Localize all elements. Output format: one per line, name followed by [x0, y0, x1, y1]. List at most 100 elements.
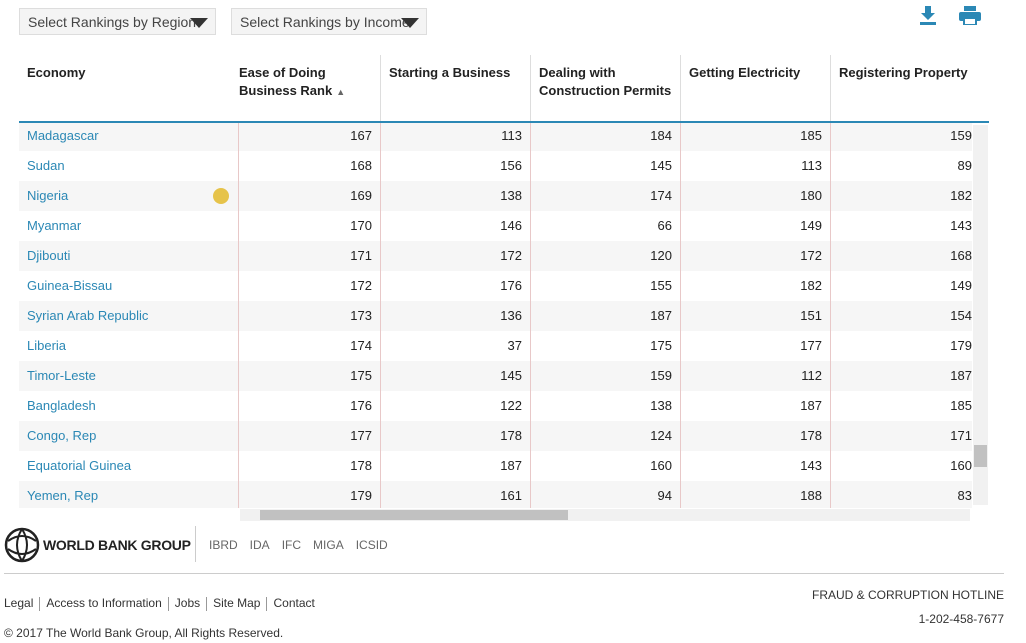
- rank-value: 113: [381, 121, 531, 151]
- rank-value: 37: [381, 331, 531, 361]
- economy-link[interactable]: Liberia: [19, 331, 239, 361]
- rank-value: 138: [531, 391, 681, 421]
- rank-value: 187: [531, 301, 681, 331]
- header-divider: [19, 121, 989, 123]
- rank-value: 187: [381, 451, 531, 481]
- table-row: Yemen, Rep 179 161 94 188 83: [19, 481, 972, 508]
- column-header[interactable]: Registering Property: [831, 55, 972, 122]
- institution-link[interactable]: MIGA: [313, 538, 344, 552]
- h-scrollbar[interactable]: [240, 509, 970, 521]
- rank-value: 176: [239, 391, 381, 421]
- rank-value: 145: [531, 151, 681, 181]
- economy-link[interactable]: Bangladesh: [19, 391, 239, 421]
- institution-link[interactable]: IBRD: [209, 538, 238, 552]
- column-header[interactable]: Dealing with Construction Permits: [531, 55, 681, 122]
- rank-value: 161: [381, 481, 531, 508]
- table-row: Liberia 174 37 175 177 179: [19, 331, 972, 361]
- download-icon[interactable]: [919, 6, 937, 26]
- header-label: Dealing with Construction Permits: [539, 65, 672, 98]
- header-label: Starting a Business: [389, 65, 511, 80]
- rank-value: 185: [831, 391, 972, 421]
- rank-value: 187: [681, 391, 831, 421]
- rank-value: 177: [239, 421, 381, 451]
- column-header[interactable]: Economy: [19, 55, 239, 122]
- rank-value: 172: [239, 271, 381, 301]
- footer-link[interactable]: Access to Information: [46, 596, 162, 610]
- header-label: Economy: [27, 65, 86, 80]
- table-row: Equatorial Guinea 178 187 160 143 160: [19, 451, 972, 481]
- rank-value: 176: [381, 271, 531, 301]
- region-select[interactable]: Select Rankings by Region: [19, 8, 216, 35]
- link-separator: [39, 596, 41, 611]
- rank-value: 122: [381, 391, 531, 421]
- dropdown-arrow: [190, 18, 208, 28]
- select-label: Select Rankings by Region: [28, 14, 197, 30]
- rank-value: 187: [831, 361, 972, 391]
- rank-value: 188: [681, 481, 831, 508]
- table-row: Myanmar 170 146 66 149 143: [19, 211, 972, 241]
- rank-value: 172: [681, 241, 831, 271]
- rankings-table: Economy Ease of Doing Business Rank ▲ Start…: [19, 55, 972, 508]
- footer-link[interactable]: Site Map: [213, 596, 261, 610]
- v-scrollbar[interactable]: [973, 125, 988, 505]
- economy-link[interactable]: Djibouti: [19, 241, 239, 271]
- rank-value: 178: [381, 421, 531, 451]
- print-icon[interactable]: [959, 6, 981, 25]
- rank-value: 149: [831, 271, 972, 301]
- rank-value: 174: [531, 181, 681, 211]
- rank-value: 160: [531, 451, 681, 481]
- rank-value: 66: [531, 211, 681, 241]
- column-header[interactable]: Getting Electricity: [681, 55, 831, 122]
- rank-value: 145: [381, 361, 531, 391]
- rank-value: 136: [381, 301, 531, 331]
- rank-value: 169: [239, 181, 381, 211]
- economy-link[interactable]: Equatorial Guinea: [19, 451, 239, 481]
- rank-value: 171: [239, 241, 381, 271]
- rank-value: 168: [239, 151, 381, 181]
- rank-value: 83: [831, 481, 972, 508]
- footer-rule: [4, 573, 1004, 574]
- rank-value: 89: [831, 151, 972, 181]
- economy-link[interactable]: Myanmar: [19, 211, 239, 241]
- institution-link[interactable]: ICSID: [355, 538, 388, 552]
- economy-link[interactable]: Nigeria: [19, 181, 239, 211]
- separator: [195, 526, 196, 562]
- hotline-number: 1-202-458-7677: [918, 612, 1004, 626]
- economy-link[interactable]: Yemen, Rep: [19, 481, 239, 508]
- table-row: Timor-Leste 175 145 159 112 187: [19, 361, 972, 391]
- economy-link[interactable]: Madagascar: [19, 121, 239, 151]
- brand: WORLD BANK GROUP: [43, 537, 191, 553]
- institution-link[interactable]: IDA: [249, 538, 270, 552]
- rank-value: 180: [681, 181, 831, 211]
- economy-link[interactable]: Timor-Leste: [19, 361, 239, 391]
- economy-link[interactable]: Syrian Arab Republic: [19, 301, 239, 331]
- institution-link[interactable]: IFC: [281, 538, 302, 552]
- footer-link[interactable]: Jobs: [174, 596, 201, 610]
- rank-value: 185: [681, 121, 831, 151]
- footer-link[interactable]: Legal: [4, 596, 34, 610]
- rank-value: 112: [681, 361, 831, 391]
- footer-link[interactable]: Contact: [273, 596, 315, 610]
- hotline-title: FRAUD & CORRUPTION HOTLINE: [811, 588, 1004, 602]
- rank-value: 178: [681, 421, 831, 451]
- rank-value: 171: [831, 421, 972, 451]
- link-separator: [266, 596, 268, 611]
- rank-value: 160: [831, 451, 972, 481]
- rank-value: 146: [381, 211, 531, 241]
- economy-link[interactable]: Sudan: [19, 151, 239, 181]
- rank-value: 143: [831, 211, 972, 241]
- column-header[interactable]: Starting a Business: [381, 55, 531, 122]
- rank-value: 167: [239, 121, 381, 151]
- table-row: Djibouti 171 172 120 172 168: [19, 241, 972, 271]
- income-select[interactable]: Select Rankings by Income: [231, 8, 427, 35]
- rank-value: 138: [381, 181, 531, 211]
- wbg-logo: [4, 527, 40, 563]
- economy-link[interactable]: Guinea-Bissau: [19, 271, 239, 301]
- rank-value: 143: [681, 451, 831, 481]
- column-header[interactable]: Ease of Doing Business Rank ▲: [239, 55, 381, 122]
- economy-link[interactable]: Congo, Rep: [19, 421, 239, 451]
- map-icon[interactable]: [213, 188, 229, 204]
- header-label: Ease of Doing Business Rank: [239, 65, 333, 98]
- rank-value: 182: [831, 181, 972, 211]
- rank-value: 155: [531, 271, 681, 301]
